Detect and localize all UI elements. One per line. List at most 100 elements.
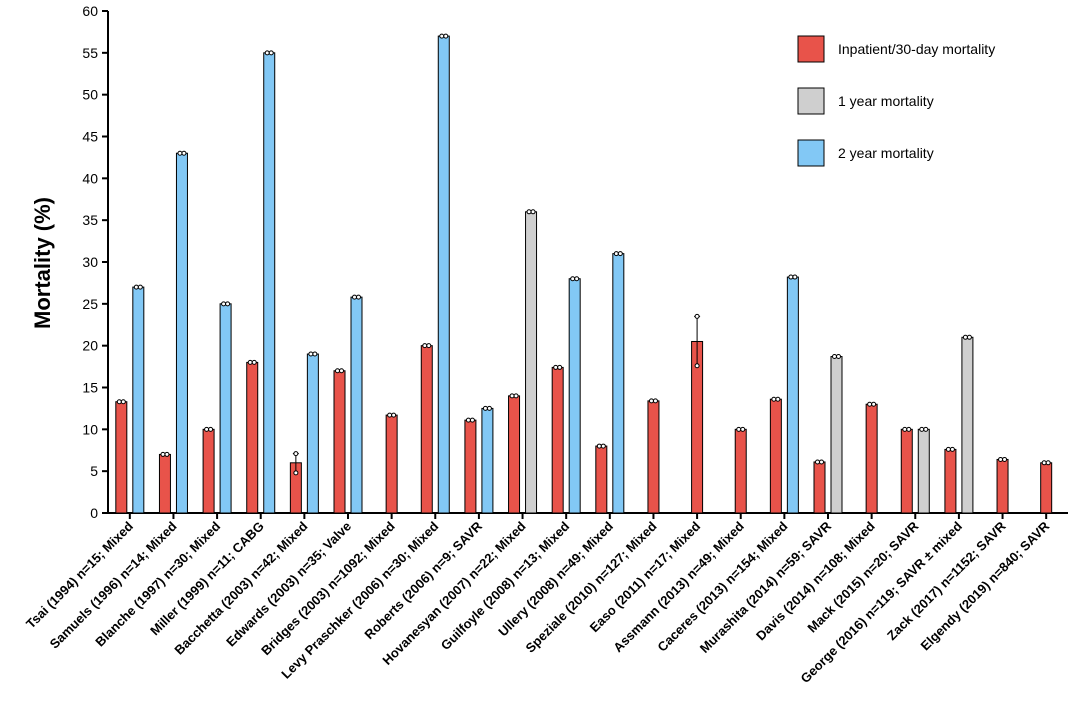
data-point-marker (221, 301, 227, 307)
data-point-marker (293, 470, 299, 476)
y-axis: 0 5 10 15 20 25 30 35 40 45 50 55 60 (82, 3, 109, 521)
data-point-marker (137, 284, 143, 290)
data-point-marker (1002, 456, 1008, 462)
data-point-marker (164, 451, 170, 457)
bar-one-year (961, 336, 974, 514)
data-point-marker (966, 334, 972, 340)
data-point-marker (945, 446, 951, 452)
data-point-marker (356, 294, 361, 300)
data-point-marker (204, 426, 210, 432)
data-point-marker (962, 334, 968, 340)
bar-one-year (525, 211, 538, 514)
data-point-marker (570, 276, 576, 282)
data-point-marker (771, 396, 777, 402)
data-point-marker (308, 351, 314, 357)
y-tick-label: 10 (82, 421, 98, 437)
bar-inpatient (385, 414, 398, 514)
data-point-marker (736, 426, 742, 432)
y-tick-label: 40 (82, 170, 98, 186)
data-point-marker (596, 443, 602, 449)
data-point-marker (775, 396, 781, 402)
bar-inpatient (647, 400, 660, 514)
bar-inpatient (464, 419, 477, 514)
x-axis (108, 512, 1068, 519)
y-tick-label: 45 (82, 129, 98, 145)
y-tick-label: 25 (82, 296, 98, 312)
bar-inpatient (420, 345, 433, 514)
data-point-marker (1045, 460, 1051, 466)
bars (115, 33, 1053, 514)
x-tick-label: Levy Praschker (2006) n=30; Mixed (278, 518, 441, 681)
bar-inpatient (734, 428, 747, 514)
data-point-marker (264, 50, 270, 56)
bar-two-year (263, 52, 276, 514)
bar-inpatient (813, 461, 826, 514)
data-point-marker (120, 399, 126, 405)
bar-two-year (612, 253, 625, 514)
data-point-marker (251, 359, 257, 365)
data-point-marker (133, 284, 139, 290)
bar-two-year (219, 303, 232, 514)
data-point-marker (208, 426, 214, 432)
bar-two-year (481, 407, 494, 514)
data-point-marker (553, 364, 559, 370)
data-point-marker (836, 354, 841, 360)
bar-two-year (175, 152, 188, 514)
data-point-marker (177, 150, 183, 156)
data-point-marker (788, 274, 794, 280)
data-point-marker (160, 451, 166, 457)
data-point-marker (526, 209, 532, 215)
bar-inpatient (246, 361, 259, 514)
data-point-marker (832, 354, 837, 360)
bar-two-year (568, 278, 581, 514)
bar-inpatient (551, 366, 564, 514)
data-point-marker (482, 405, 488, 411)
data-point-marker (648, 398, 654, 404)
data-point-marker (312, 351, 318, 357)
data-point-marker (694, 363, 700, 369)
bar-two-year (306, 353, 319, 514)
bar-inpatient (158, 453, 171, 514)
data-point-marker (469, 417, 475, 423)
legend-label: Inpatient/30-day mortality (838, 41, 995, 57)
data-point-marker (694, 313, 700, 319)
data-point-marker (339, 368, 344, 374)
data-point-marker (268, 50, 274, 56)
data-point-marker (439, 33, 445, 39)
y-tick-label: 5 (90, 463, 98, 479)
y-tick-label: 60 (82, 3, 98, 19)
legend-swatch-two-year (797, 139, 825, 167)
y-tick-label: 30 (82, 254, 98, 270)
bar-one-year (830, 356, 843, 514)
data-point-marker (815, 459, 820, 465)
data-point-marker (919, 426, 925, 432)
data-point-marker (557, 364, 563, 370)
legend-swatch-one-year (797, 87, 825, 115)
bar-two-year (437, 35, 450, 514)
data-point-marker (923, 426, 929, 432)
data-point-marker (902, 426, 908, 432)
y-tick-label: 50 (82, 87, 98, 103)
bar-inpatient (944, 448, 957, 514)
data-point-marker (1041, 460, 1047, 466)
bar-inpatient (508, 395, 521, 514)
bar-inpatient (595, 445, 608, 514)
y-axis-title: Mortality (%) (30, 197, 55, 329)
data-point-marker (335, 368, 340, 374)
bar-inpatient (202, 428, 215, 514)
bar-inpatient (865, 403, 878, 514)
data-point-marker (871, 401, 877, 407)
bar-inpatient (115, 401, 128, 514)
y-tick-label: 20 (82, 338, 98, 354)
legend-swatch-inpatient (797, 35, 825, 63)
legend-label: 1 year mortality (838, 93, 934, 109)
y-tick-label: 0 (90, 505, 98, 521)
data-point-marker (116, 399, 122, 405)
data-point-marker (486, 405, 492, 411)
data-point-marker (247, 359, 253, 365)
y-tick-label: 55 (82, 45, 98, 61)
data-point-marker (740, 426, 746, 432)
data-point-marker (465, 417, 471, 423)
